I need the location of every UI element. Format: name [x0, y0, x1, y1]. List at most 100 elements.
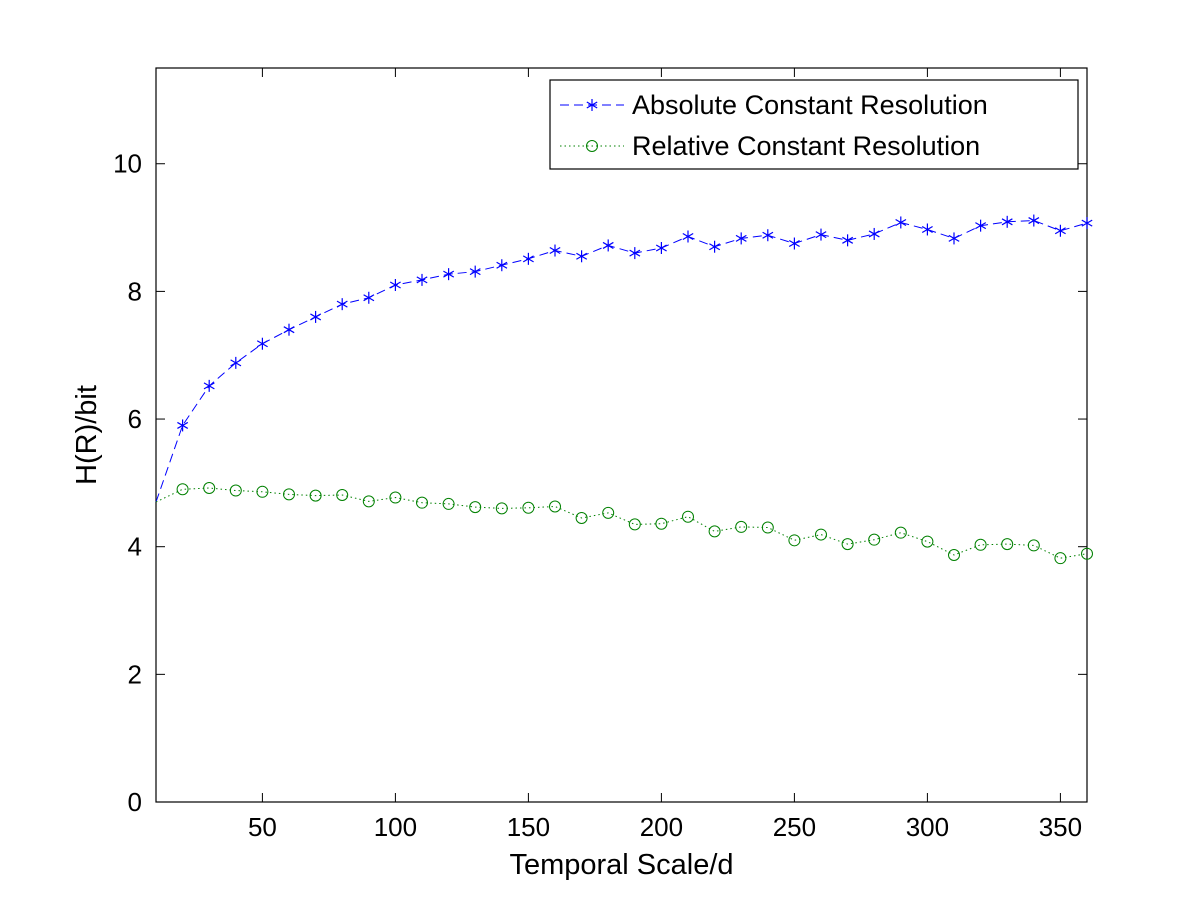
data-point: [709, 240, 721, 253]
x-tick-label: 350: [1039, 812, 1082, 842]
data-point: [868, 533, 881, 546]
data-point: [761, 521, 774, 534]
data-point: [389, 279, 401, 292]
data-point: [283, 488, 295, 501]
data-point: [1028, 214, 1040, 227]
legend-marker: [586, 140, 598, 152]
data-point: [788, 534, 801, 547]
x-tick-label: 250: [773, 812, 816, 842]
data-point: [921, 223, 933, 236]
y-tick-label: 8: [128, 276, 142, 306]
series-1: [155, 214, 1093, 503]
data-point: [363, 291, 375, 304]
data-point: [549, 500, 561, 513]
data-point: [762, 229, 774, 242]
data-point: [362, 495, 375, 508]
data-point: [469, 501, 482, 514]
legend-label: Absolute Constant Resolution: [632, 90, 988, 120]
legend-entries: Absolute Constant Resolution Relative Con…: [560, 90, 988, 161]
data-point: [576, 250, 588, 263]
data-point: [682, 510, 694, 523]
data-point: [203, 379, 215, 392]
data-point: [815, 528, 827, 541]
data-point: [549, 244, 561, 257]
data-point: [842, 234, 854, 247]
y-axis-label: H(R)/bit: [71, 385, 103, 485]
data-point: [815, 228, 827, 241]
data-point: [655, 241, 667, 254]
data-point: [522, 252, 534, 265]
data-point: [1081, 547, 1093, 560]
data-point: [230, 356, 242, 369]
data-point: [495, 502, 508, 515]
data-point: [841, 538, 854, 551]
y-tick-label: 10: [113, 149, 142, 179]
x-axis-label: Temporal Scale/d: [509, 849, 733, 881]
data-point: [655, 517, 668, 530]
data-point: [1081, 217, 1093, 230]
data-point: [602, 506, 615, 519]
series-line: [155, 487, 1088, 559]
data-point: [975, 219, 987, 232]
data-point: [1001, 538, 1014, 551]
series-2: [155, 481, 1093, 565]
x-tick-label: 200: [640, 812, 683, 842]
x-tick-label: 300: [906, 812, 949, 842]
data-point: [628, 518, 641, 531]
data-point: [310, 310, 322, 323]
data-point: [177, 419, 189, 432]
data-point: [948, 548, 960, 561]
data-point: [416, 273, 428, 286]
data-point: [894, 526, 907, 539]
legend-box: [549, 79, 1079, 170]
data-point: [256, 337, 268, 350]
legend-marker: [586, 99, 598, 111]
x-tick-label: 100: [374, 812, 417, 842]
data-point: [602, 239, 614, 252]
data-point: [1054, 552, 1067, 565]
data-point: [682, 230, 694, 243]
data-point: [895, 216, 907, 229]
data-point: [443, 268, 455, 281]
data-point: [735, 232, 747, 245]
y-tick-label: 4: [128, 532, 142, 562]
data-point: [229, 484, 242, 497]
plot-frame: [155, 67, 1088, 803]
data-point: [708, 525, 721, 538]
data-point: [1054, 224, 1066, 237]
data-point: [283, 323, 295, 336]
legend-entry: Relative Constant Resolution: [560, 131, 980, 161]
legend: Absolute Constant Resolution Relative Con…: [549, 79, 1079, 170]
data-point: [735, 520, 748, 533]
data-point: [309, 489, 322, 502]
data-point: [496, 259, 508, 272]
data-point: [921, 535, 934, 548]
data-point: [948, 232, 960, 245]
data-point: [522, 501, 535, 514]
data-point: [575, 511, 588, 524]
data-point: [1027, 539, 1040, 552]
data-point: [203, 481, 216, 494]
series-line: [155, 219, 1088, 503]
data-point: [788, 237, 800, 250]
data-point: [1001, 215, 1013, 228]
data-point: [336, 298, 348, 311]
data-point: [629, 247, 641, 260]
data-series: [155, 214, 1093, 565]
data-point: [974, 538, 987, 551]
axis-ticks: 50 100 150 200 250 300 350 0 2 4 6 8 10: [113, 68, 1087, 842]
x-tick-label: 50: [248, 812, 277, 842]
data-point: [176, 483, 189, 496]
x-tick-label: 150: [507, 812, 550, 842]
data-point: [389, 491, 402, 504]
data-point: [442, 497, 455, 510]
data-point: [868, 227, 880, 240]
data-point: [336, 488, 349, 501]
y-tick-label: 2: [128, 659, 142, 689]
data-point: [256, 485, 269, 498]
data-point: [469, 265, 481, 278]
legend-entry: Absolute Constant Resolution: [560, 90, 988, 120]
legend-label: Relative Constant Resolution: [632, 131, 980, 161]
data-point: [416, 496, 428, 509]
